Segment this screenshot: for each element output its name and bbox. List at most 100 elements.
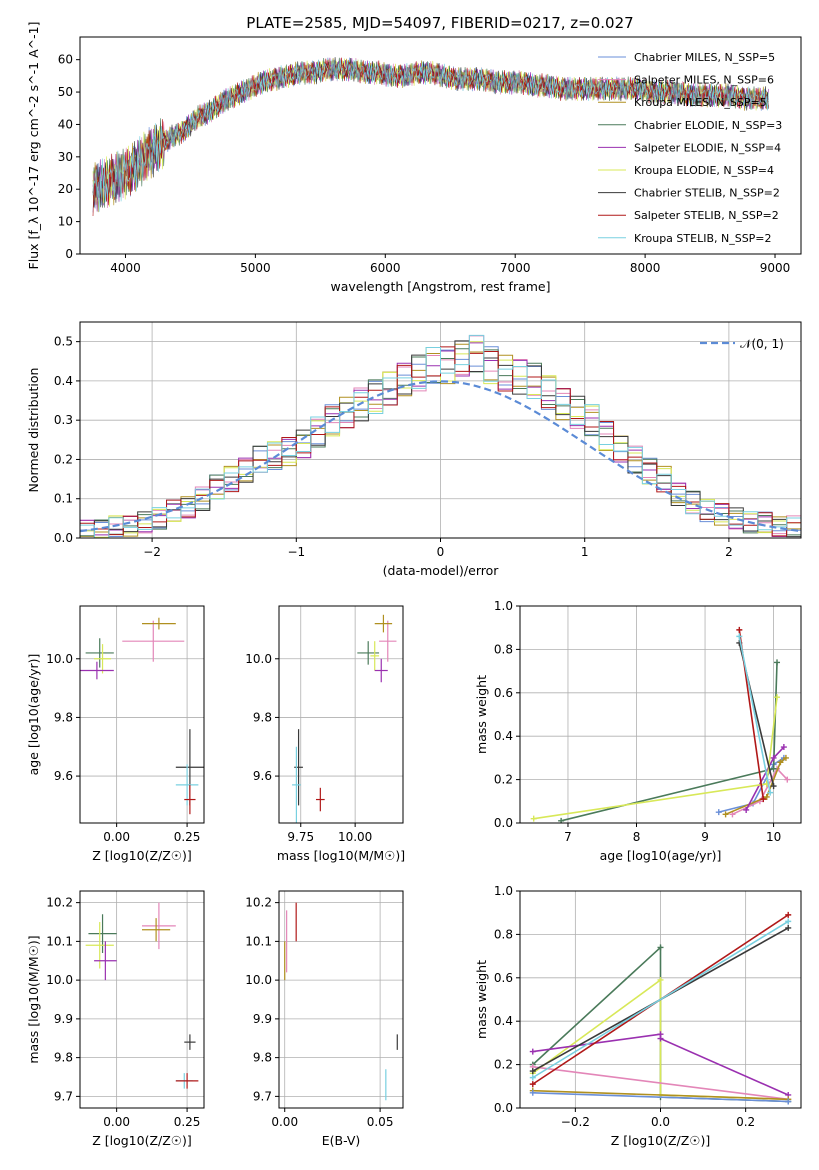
y-axis-label: age [log10(age/yr)] [26, 654, 41, 776]
y-axis-label: Normed distribution [26, 368, 41, 493]
legend-entry: Kroupa ELODIE, N_SSP=4 [634, 164, 774, 177]
y-axis-label: mass [log10(M/M☉)] [26, 935, 41, 1063]
y-tick-label: 60 [58, 53, 73, 67]
y-tick-label: 0.0 [54, 531, 73, 545]
weight-series-line [560, 662, 778, 822]
y-tick-label: 0.8 [494, 642, 513, 656]
panel-spectrum: 4000 5000 6000 7000 8000 9000 0 10 20 30 40 50 60 Cha… [26, 22, 802, 294]
weight-point [743, 806, 750, 813]
plot-area-spectrum [92, 57, 769, 217]
y-tick-label: 10.0 [46, 973, 73, 987]
x-tick-label: 0.05 [367, 1115, 394, 1129]
y-tick-label: 0.3 [54, 413, 73, 427]
y-tick-label: 50 [58, 85, 73, 99]
y-tick-label: 0.0 [494, 816, 513, 830]
y-tick-label: 1.0 [494, 884, 513, 898]
y-tick-label: 10.2 [245, 896, 272, 910]
x-tick-label: −0.2 [561, 1115, 590, 1129]
legend-entry: Kroupa STELIB, N_SSP=2 [634, 232, 772, 245]
panel-weight-vs-age: 7 8 9 10 0.0 0.2 0.4 0.6 0.8 1.0 age [log10(age/yr… [474, 599, 802, 863]
weight-series-line [532, 920, 789, 1079]
y-axis-label: Flux [f_λ 10^-17 erg cm^-2 s^-1 A^-1] [26, 22, 41, 270]
y-tick-label: 40 [58, 117, 73, 131]
weight-point [785, 911, 792, 918]
x-tick-label: 1 [581, 545, 589, 559]
weight-point [785, 924, 792, 931]
x-axis-label: (data-model)/error [383, 563, 500, 578]
y-tick-label: 0.4 [494, 1014, 513, 1028]
legend-entry: Chabrier STELIB, N_SSP=2 [634, 187, 780, 200]
y-axis-label: mass weight [474, 675, 489, 754]
weight-point [657, 944, 664, 951]
weight-point [780, 744, 787, 751]
panel-residuals: −2 −1 0 1 2 0.0 0.1 0.2 0.3 0.4 0.5 𝒩(0, 1) (data-mo… [26, 321, 802, 578]
x-tick-label: 10.00 [338, 830, 372, 844]
y-tick-label: 0.4 [494, 729, 513, 743]
y-tick-label: 0.2 [54, 452, 73, 466]
y-tick-label: 10.1 [245, 934, 272, 948]
x-axis-label: Z [log10(Z/Z☉)] [92, 1133, 192, 1148]
x-tick-label: 2 [725, 545, 733, 559]
legend-entry: Salpeter MILES, N_SSP=6 [634, 74, 774, 87]
plot-area-age-vs-mass [292, 614, 397, 823]
x-tick-label: 0.00 [271, 1115, 298, 1129]
y-tick-label: 0.2 [494, 1058, 513, 1072]
y-tick-label: 0.6 [494, 971, 513, 985]
weight-series-line [532, 1065, 789, 1101]
x-tick-label: 0.2 [736, 1115, 755, 1129]
x-tick-label: 0.25 [174, 1115, 201, 1129]
x-tick-label: 10 [766, 830, 781, 844]
y-tick-label: 9.7 [54, 1089, 73, 1103]
x-tick-label: 0.00 [103, 1115, 130, 1129]
panel-mass-vs-ebv: 0.00 0.05 9.7 9.8 9.9 10.0 10.1 10.2 E(B-V) [245, 890, 404, 1148]
weight-series-line [533, 697, 778, 820]
x-tick-label: 0.0 [651, 1115, 670, 1129]
weight-point [529, 1068, 536, 1075]
axes-frame [519, 890, 802, 1109]
weight-point [530, 815, 537, 822]
y-tick-label: 9.8 [253, 710, 272, 724]
weight-point [770, 765, 777, 772]
legend-entry: Chabrier MILES, N_SSP=5 [634, 51, 775, 64]
y-tick-label: 0.6 [494, 686, 513, 700]
axes-frame [278, 890, 404, 1109]
weight-point [657, 1035, 664, 1042]
plot-area-weight-vs-Z [529, 911, 792, 1105]
weight-point [782, 754, 789, 761]
panel-mass-vs-Z: 0.00 0.25 9.7 9.8 9.9 10.0 10.1 10.2 Z [log10(Z/… [26, 890, 205, 1148]
x-tick-label: 0.00 [103, 830, 130, 844]
y-tick-label: 10.0 [245, 973, 272, 987]
weight-point [760, 796, 767, 803]
y-tick-label: 9.6 [253, 769, 272, 783]
weight-point [785, 1098, 792, 1105]
y-tick-label: 10.1 [46, 934, 73, 948]
weight-series-line [745, 746, 785, 811]
y-tick-label: 9.9 [54, 1012, 73, 1026]
weight-point [763, 793, 770, 800]
x-tick-label: 0 [437, 545, 445, 559]
x-tick-label: 4000 [110, 261, 141, 275]
y-tick-label: 10.0 [245, 652, 272, 666]
normal-reference-curve [80, 380, 801, 533]
weight-point [529, 1074, 536, 1081]
y-axis-label: mass weight [474, 960, 489, 1039]
x-axis-label: wavelength [Angstrom, rest frame] [330, 279, 550, 294]
y-tick-label: 9.8 [253, 1051, 272, 1065]
x-tick-label: −2 [143, 545, 161, 559]
y-tick-label: 9.8 [54, 710, 73, 724]
weight-point [777, 759, 784, 766]
y-tick-label: 9.7 [253, 1089, 272, 1103]
spectrum-series-line [92, 59, 769, 212]
weight-point [767, 789, 774, 796]
x-tick-label: 7000 [500, 261, 531, 275]
axes-frame [79, 605, 205, 824]
y-tick-label: 10.2 [46, 896, 73, 910]
y-tick-label: 0.4 [54, 374, 73, 388]
weight-point [770, 783, 777, 790]
weight-point [529, 1048, 536, 1055]
axes-frame [519, 605, 802, 824]
plot-area-mass-vs-ebv [284, 902, 398, 1101]
weight-series-line [532, 1092, 789, 1103]
y-tick-label: 20 [58, 182, 73, 196]
